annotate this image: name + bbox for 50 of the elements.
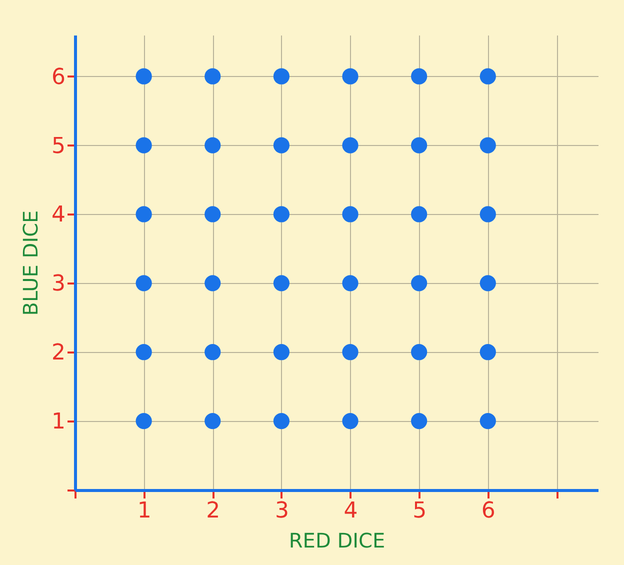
point bbox=[480, 68, 496, 84]
point bbox=[136, 344, 152, 360]
point bbox=[273, 275, 290, 292]
x-tick-label: 2 bbox=[206, 498, 220, 524]
x-tick-label: 6 bbox=[481, 498, 496, 524]
point bbox=[204, 206, 221, 222]
point bbox=[204, 413, 221, 430]
point bbox=[411, 275, 428, 292]
x-axis-title: RED DICE bbox=[288, 528, 386, 552]
point bbox=[204, 344, 221, 360]
y-axis-title: BLUE DICE bbox=[18, 210, 43, 316]
point bbox=[136, 413, 152, 430]
point bbox=[136, 206, 152, 222]
point bbox=[480, 413, 496, 430]
point bbox=[342, 413, 358, 430]
y-tick-label: 6 bbox=[52, 64, 66, 90]
y-tick-label: 1 bbox=[52, 410, 66, 435]
point bbox=[411, 137, 428, 154]
point bbox=[273, 206, 290, 222]
point bbox=[411, 344, 428, 360]
point bbox=[204, 275, 221, 292]
point bbox=[204, 137, 221, 154]
point bbox=[273, 344, 290, 360]
point bbox=[411, 206, 428, 222]
point bbox=[273, 413, 290, 430]
point bbox=[480, 137, 496, 154]
x-tick-label: 3 bbox=[274, 498, 289, 524]
point bbox=[411, 413, 428, 430]
point bbox=[136, 275, 152, 292]
point bbox=[342, 275, 358, 292]
x-tick-label: 5 bbox=[412, 498, 427, 524]
point bbox=[273, 68, 290, 84]
point bbox=[342, 137, 358, 154]
point bbox=[136, 137, 152, 154]
y-tick-label: 2 bbox=[52, 340, 66, 366]
point bbox=[136, 68, 152, 84]
x-tick-label: 4 bbox=[344, 498, 358, 524]
y-tick-label: 3 bbox=[52, 272, 66, 297]
point bbox=[342, 68, 358, 84]
point bbox=[480, 275, 496, 292]
x-tick-label: 1 bbox=[137, 498, 152, 524]
y-tick-label: 4 bbox=[52, 202, 66, 228]
y-tick-label: 5 bbox=[52, 134, 66, 159]
point bbox=[342, 206, 358, 222]
point bbox=[480, 206, 496, 222]
point bbox=[342, 344, 358, 360]
point bbox=[480, 344, 496, 360]
point bbox=[273, 137, 290, 154]
point bbox=[411, 68, 428, 84]
point bbox=[204, 68, 221, 84]
